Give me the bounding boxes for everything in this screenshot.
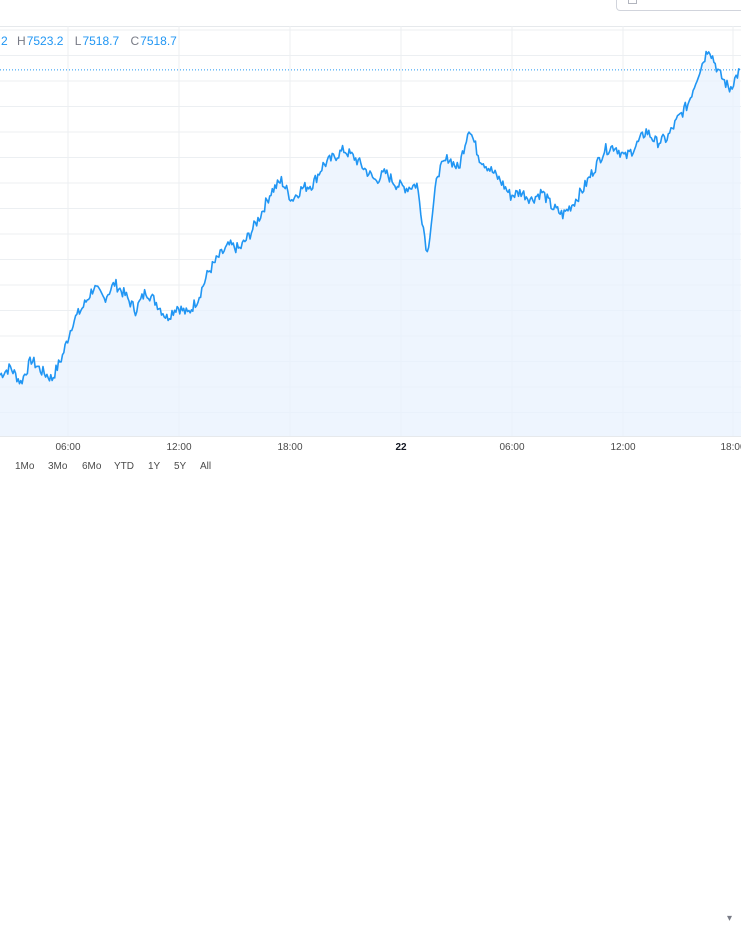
range-all-button[interactable]: All — [200, 461, 212, 472]
range-ytd-button[interactable]: YTD — [114, 461, 134, 472]
range-6mo-button[interactable]: 6Mo — [82, 461, 102, 472]
close-label: C — [130, 34, 140, 48]
time-tick: 18:00 — [277, 442, 303, 453]
price-chart[interactable] — [0, 26, 741, 436]
high-label: H — [17, 34, 26, 48]
price-area-fill — [0, 51, 741, 436]
ohlc-legend: 2 H7523.2 L7518.7 C7518.7 — [0, 34, 177, 48]
symbol-search-box[interactable] — [616, 0, 741, 11]
time-tick: 18:00 — [720, 442, 741, 453]
time-tick-day: 22 — [395, 442, 407, 453]
time-tick: 06:00 — [499, 442, 525, 453]
range-1y-button[interactable]: 1Y — [148, 461, 161, 472]
time-tick: 12:00 — [166, 442, 192, 453]
range-selector: 1Mo 3Mo 6Mo YTD 1Y 5Y All ▾ — [0, 456, 741, 924]
price-line — [0, 50, 741, 385]
low-value: 7518.7 — [82, 34, 120, 48]
open-value-partial: 2 — [1, 34, 8, 48]
close-value: 7518.7 — [140, 34, 177, 48]
time-tick: 12:00 — [610, 442, 636, 453]
chevron-icon[interactable]: ▾ — [727, 913, 733, 924]
range-1mo-button[interactable]: 1Mo — [15, 461, 35, 472]
time-tick: 06:00 — [55, 442, 81, 453]
time-axis[interactable]: 06:00 12:00 18:00 22 06:00 12:00 18:00 — [0, 436, 741, 455]
range-3mo-button[interactable]: 3Mo — [48, 461, 68, 472]
top-toolbar — [0, 0, 741, 27]
low-label: L — [74, 34, 82, 48]
search-box-icon — [628, 0, 637, 4]
range-5y-button[interactable]: 5Y — [174, 461, 187, 472]
high-value: 7523.2 — [26, 34, 64, 48]
